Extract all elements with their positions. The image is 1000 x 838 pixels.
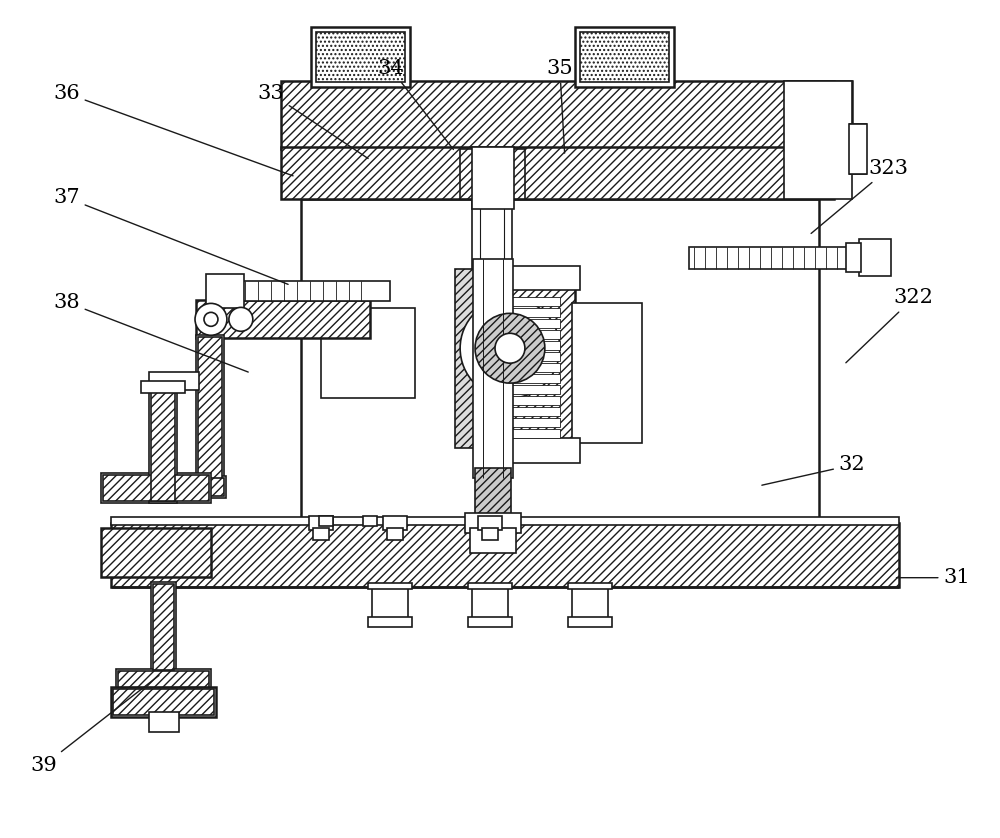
Bar [468, 618, 512, 628]
Bar [383, 515, 407, 530]
Bar [196, 300, 370, 339]
Bar [849, 124, 867, 173]
Circle shape [204, 313, 218, 326]
Bar [311, 28, 410, 87]
Circle shape [229, 308, 253, 331]
Bar [500, 363, 560, 372]
Bar [859, 239, 891, 277]
Bar [116, 670, 211, 689]
Bar [281, 147, 834, 199]
Bar [156, 476, 226, 498]
Bar [111, 687, 216, 717]
Bar [460, 149, 525, 199]
Bar [149, 712, 179, 732]
Bar [103, 475, 209, 501]
Bar [153, 584, 174, 670]
Bar [196, 335, 224, 483]
Circle shape [475, 313, 545, 383]
Text: 39: 39 [30, 675, 159, 775]
Bar [500, 341, 560, 350]
Bar [101, 473, 211, 503]
Bar [473, 259, 513, 478]
Bar [482, 438, 580, 463]
Text: 323: 323 [811, 159, 909, 234]
Bar [482, 528, 498, 540]
Bar [101, 528, 211, 577]
Bar [241, 282, 390, 302]
Bar [465, 513, 521, 533]
Bar [472, 147, 514, 209]
Bar [468, 583, 512, 589]
Text: 37: 37 [53, 189, 288, 284]
Bar [500, 374, 560, 383]
Bar [784, 81, 852, 199]
Circle shape [460, 298, 560, 398]
Text: 38: 38 [53, 292, 248, 372]
Bar [301, 199, 819, 523]
Bar [281, 81, 834, 149]
Bar [118, 671, 209, 687]
Text: 36: 36 [53, 84, 293, 176]
Bar [500, 330, 560, 339]
Bar [472, 584, 508, 623]
Text: 34: 34 [377, 59, 453, 149]
Bar [313, 528, 329, 540]
Bar [158, 478, 224, 496]
Bar [575, 308, 640, 438]
Text: 33: 33 [257, 84, 368, 158]
Bar [500, 396, 560, 405]
Bar [141, 381, 185, 393]
Bar [478, 515, 502, 530]
Bar [368, 618, 412, 628]
Bar [572, 303, 642, 443]
Bar [151, 391, 175, 501]
Bar [500, 319, 560, 328]
Bar [198, 337, 222, 481]
Bar [470, 528, 516, 552]
Bar [575, 28, 674, 87]
Text: 35: 35 [546, 59, 573, 153]
Bar [372, 584, 408, 623]
Text: 32: 32 [762, 455, 865, 485]
Bar [580, 33, 669, 82]
Bar [500, 418, 560, 427]
Bar [368, 583, 412, 589]
Bar [500, 385, 560, 394]
Text: 31: 31 [896, 568, 970, 587]
Bar [309, 515, 333, 530]
Bar [316, 33, 405, 82]
Bar [490, 288, 575, 447]
Bar [500, 352, 560, 361]
Bar [568, 618, 612, 628]
Bar [321, 308, 415, 398]
Bar [149, 372, 199, 391]
Circle shape [495, 334, 525, 363]
Bar [151, 582, 176, 672]
Bar [475, 468, 511, 523]
Bar [500, 297, 560, 307]
Bar [455, 268, 493, 447]
Bar [319, 515, 333, 525]
Bar [482, 266, 580, 291]
Bar [572, 584, 608, 623]
Bar [500, 429, 560, 438]
Bar [111, 517, 899, 525]
Bar [846, 242, 861, 272]
Bar [500, 308, 560, 318]
Circle shape [195, 303, 227, 335]
Bar [568, 583, 612, 589]
Bar [363, 515, 377, 525]
Bar [472, 199, 512, 298]
Bar [787, 81, 852, 171]
Bar [111, 523, 899, 587]
Bar [149, 388, 177, 503]
Bar [689, 246, 864, 268]
Bar [113, 689, 214, 715]
Text: 322: 322 [846, 288, 934, 363]
Bar [500, 407, 560, 416]
Bar [387, 528, 403, 540]
Bar [206, 275, 244, 308]
